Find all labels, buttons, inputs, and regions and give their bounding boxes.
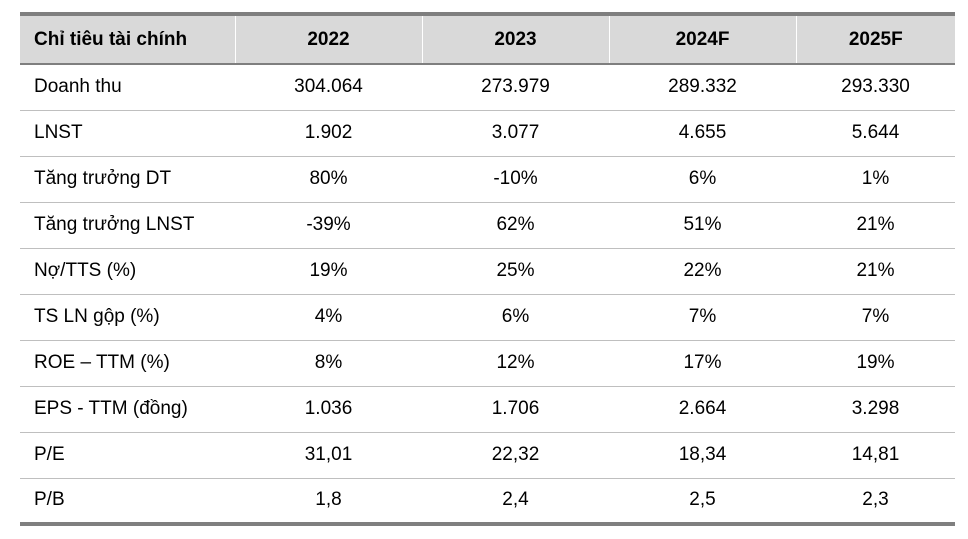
cell-value: 1.706 [422,386,609,433]
cell-value: 22,32 [422,432,609,479]
cell-value: 7% [796,294,955,341]
cell-value: 62% [422,202,609,249]
row-label: Tăng trưởng DT [20,156,235,203]
table-row: Tăng trưởng LNST -39% 62% 51% 21% [20,202,955,249]
row-label: Tăng trưởng LNST [20,202,235,249]
cell-value: 31,01 [235,432,422,479]
cell-value: 18,34 [609,432,796,479]
header-2023: 2023 [421,12,609,65]
header-2022: 2022 [234,12,422,65]
cell-value: 304.064 [235,64,422,111]
row-label: EPS - TTM (đồng) [20,386,235,433]
cell-value: 5.644 [796,110,955,157]
cell-value: 2,5 [609,478,796,526]
header-2025f: 2025F [795,12,955,65]
cell-value: 12% [422,340,609,387]
row-label: P/B [20,478,235,526]
cell-value: 2,4 [422,478,609,526]
table-row: EPS - TTM (đồng) 1.036 1.706 2.664 3.298 [20,386,955,433]
cell-value: -10% [422,156,609,203]
header-2024f: 2024F [608,12,796,65]
table-body: Doanh thu 304.064 273.979 289.332 293.33… [20,64,955,526]
cell-value: 6% [422,294,609,341]
financial-table-container: Chỉ tiêu tài chính 2022 2023 2024F 2025F… [20,12,955,526]
cell-value: 1,8 [235,478,422,526]
table-row: TS LN gộp (%) 4% 6% 7% 7% [20,294,955,341]
cell-value: 3.077 [422,110,609,157]
cell-value: 3.298 [796,386,955,433]
financial-indicators-table: Chỉ tiêu tài chính 2022 2023 2024F 2025F… [20,12,955,526]
cell-value: 4% [235,294,422,341]
cell-value: 1.036 [235,386,422,433]
row-label: TS LN gộp (%) [20,294,235,341]
cell-value: 2,3 [796,478,955,526]
table-row: LNST 1.902 3.077 4.655 5.644 [20,110,955,157]
cell-value: 14,81 [796,432,955,479]
cell-value: 7% [609,294,796,341]
cell-value: 8% [235,340,422,387]
cell-value: 21% [796,248,955,295]
cell-value: 289.332 [609,64,796,111]
header-indicator: Chỉ tiêu tài chính [20,12,235,65]
row-label: Doanh thu [20,64,235,111]
cell-value: 1% [796,156,955,203]
cell-value: 25% [422,248,609,295]
table-row: P/B 1,8 2,4 2,5 2,3 [20,478,955,526]
cell-value: 51% [609,202,796,249]
cell-value: 2.664 [609,386,796,433]
cell-value: 19% [796,340,955,387]
table-row: ROE – TTM (%) 8% 12% 17% 19% [20,340,955,387]
row-label: ROE – TTM (%) [20,340,235,387]
table-row: Doanh thu 304.064 273.979 289.332 293.33… [20,64,955,111]
table-row: Tăng trưởng DT 80% -10% 6% 1% [20,156,955,203]
row-label: LNST [20,110,235,157]
cell-value: 21% [796,202,955,249]
cell-value: 6% [609,156,796,203]
row-label: Nợ/TTS (%) [20,248,235,295]
row-label: P/E [20,432,235,479]
cell-value: 273.979 [422,64,609,111]
cell-value: 1.902 [235,110,422,157]
cell-value: 4.655 [609,110,796,157]
cell-value: 22% [609,248,796,295]
header-row: Chỉ tiêu tài chính 2022 2023 2024F 2025F [20,12,955,65]
cell-value: 293.330 [796,64,955,111]
cell-value: 17% [609,340,796,387]
table-header: Chỉ tiêu tài chính 2022 2023 2024F 2025F [20,12,955,65]
table-row: Nợ/TTS (%) 19% 25% 22% 21% [20,248,955,295]
table-row: P/E 31,01 22,32 18,34 14,81 [20,432,955,479]
cell-value: 80% [235,156,422,203]
cell-value: -39% [235,202,422,249]
cell-value: 19% [235,248,422,295]
